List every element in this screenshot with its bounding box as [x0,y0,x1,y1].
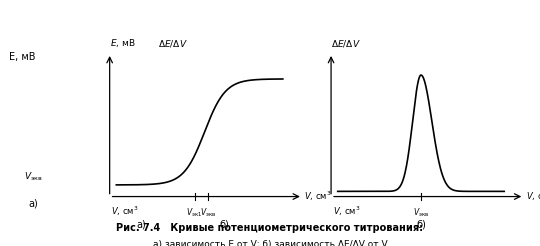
Text: Рис. 7.4   Кривые потенциометрического титрования:: Рис. 7.4 Кривые потенциометрического тит… [117,223,423,233]
Text: $\Delta E/\Delta V$: $\Delta E/\Delta V$ [332,38,361,49]
Text: $E$, мВ: $E$, мВ [110,37,136,49]
Text: а): а) [137,220,146,230]
Text: б): б) [416,220,426,230]
Text: $V_{\rm экв}$: $V_{\rm экв}$ [413,207,429,219]
Text: $V_{\rm эк1}$: $V_{\rm эк1}$ [186,207,202,219]
Text: $V_{\rm экв}$: $V_{\rm экв}$ [24,171,43,184]
Text: $V$, см$^3$: $V$, см$^3$ [333,204,360,218]
Text: а) зависимость Е от V; б) зависимость ΔE/ΔV от V: а) зависимость Е от V; б) зависимость ΔE… [153,240,387,246]
Text: $V_{\rm экв}$: $V_{\rm экв}$ [200,207,216,219]
Text: $\Delta E/\Delta V$: $\Delta E/\Delta V$ [158,38,188,49]
Text: б): б) [220,220,229,230]
Text: $V$, см$^3$: $V$, см$^3$ [111,204,139,218]
Text: $V$, см$^3$: $V$, см$^3$ [305,190,332,203]
Text: $V$, см$^3$: $V$, см$^3$ [526,190,540,203]
Text: E, мВ: E, мВ [9,52,36,62]
Text: а): а) [29,199,38,209]
